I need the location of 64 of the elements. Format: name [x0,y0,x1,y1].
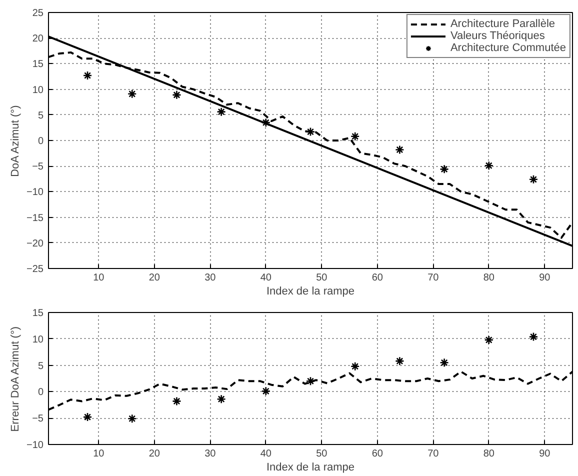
legend-label: Architecture Parallèle [450,18,556,30]
x-tick-label: 30 [204,448,216,460]
point [306,127,316,136]
y-tick-label: 5 [38,360,44,372]
x-tick-label: 10 [93,448,105,460]
point [350,132,360,142]
y-tick-label: −15 [26,212,44,224]
x-tick-label: 20 [148,448,160,460]
point [395,145,404,154]
y-tick-label: −10 [26,440,44,451]
y-tick-label: −20 [26,238,44,250]
y-tick-label: −5 [32,414,44,425]
x-axis-title: Index de la rampe [266,462,355,474]
x-tick-label: 80 [483,272,495,284]
point [484,160,494,170]
y-tick-label: 25 [32,8,44,19]
y-tick-label: 0 [38,387,44,398]
point [127,89,137,99]
point [82,412,92,422]
y-axis-title: Erreur DoA Azimut (°) [10,326,22,432]
point [395,356,404,366]
point [484,335,494,345]
x-tick-label: 40 [260,272,272,284]
y-tick-label: 5 [38,110,44,122]
point [172,90,182,100]
point [216,107,226,116]
point [127,414,137,424]
point [528,332,538,342]
legend-label: Architecture Commutée [450,42,566,54]
x-tick-label: 60 [372,272,384,284]
y-tick-label: 15 [32,59,44,70]
x-tick-label: 70 [428,272,440,284]
x-tick-label: 10 [93,272,105,284]
y-tick-label: 0 [38,136,44,147]
y-axis-title: DoA Azimut (°) [10,105,22,177]
point [261,386,271,396]
point [440,358,449,368]
point [528,174,538,184]
x-tick-label: 30 [204,272,216,284]
point [306,376,316,386]
point [350,362,360,372]
y-tick-label: 15 [32,308,44,319]
x-tick-label: 60 [372,448,384,460]
x-tick-label: 80 [483,448,495,460]
legend-label: Valeurs Théoriques [450,30,545,42]
point [82,70,92,80]
y-tick-label: 10 [32,334,44,346]
y-tick-label: 10 [32,84,44,96]
x-tick-label: 70 [428,448,440,460]
x-tick-label: 40 [260,448,272,460]
point [216,394,226,404]
y-tick-label: −5 [32,162,44,173]
point [261,118,271,128]
y-tick-label: 20 [32,34,44,45]
x-tick-label: 90 [539,272,551,284]
y-tick-label: −25 [26,264,44,275]
x-tick-label: 50 [316,448,328,460]
point [172,396,182,406]
x-tick-label: 90 [539,448,551,460]
x-tick-label: 50 [316,272,328,284]
x-tick-label: 20 [148,272,160,284]
x-axis-title: Index de la rampe [266,286,355,298]
point [440,164,449,174]
y-tick-label: −10 [26,187,44,198]
